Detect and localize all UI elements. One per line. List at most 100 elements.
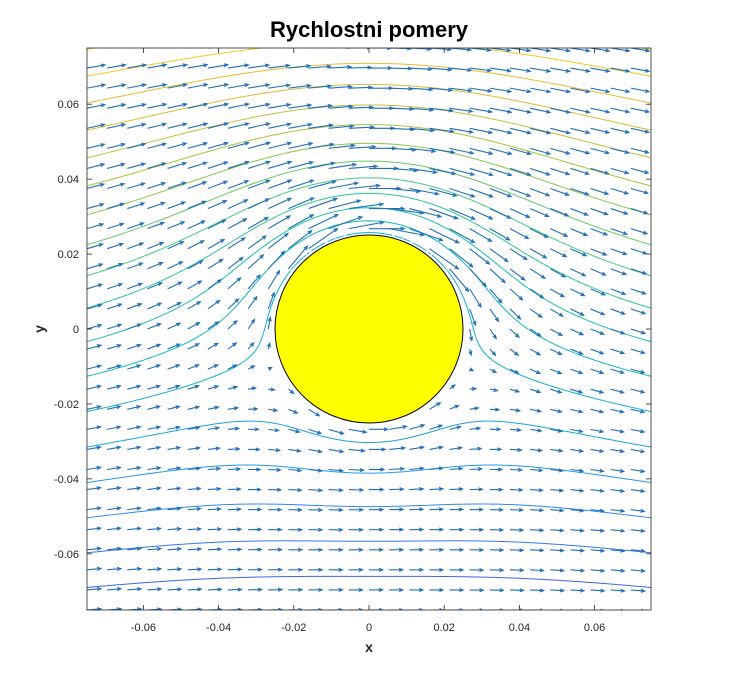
velocity-arrow-214 (308, 468, 324, 473)
velocity-arrow-64 (207, 567, 223, 572)
velocity-arrow-610 (328, 143, 356, 149)
velocity-arrow-711 (610, 87, 631, 94)
velocity-arrow-136 (489, 527, 505, 532)
velocity-arrow-205 (127, 466, 142, 471)
velocity-arrow-349 (529, 368, 542, 375)
velocity-arrow-645 (449, 127, 475, 134)
velocity-arrow-124 (248, 527, 263, 532)
velocity-arrow-386 (469, 328, 474, 342)
velocity-arrow-536 (590, 208, 609, 216)
velocity-arrow-37 (248, 587, 264, 592)
velocity-arrow-427 (489, 288, 503, 304)
velocity-arrow-491 (268, 215, 292, 230)
velocity-arrow-415 (650, 308, 651, 310)
velocity-arrow-234 (127, 445, 142, 450)
velocity-arrow-465 (227, 237, 246, 250)
velocity-vectors (87, 48, 651, 610)
velocity-arrow-708 (550, 87, 572, 94)
velocity-arrow-655 (650, 128, 651, 129)
velocity-arrow-447 (449, 268, 470, 293)
velocity-arrow-404 (247, 295, 258, 310)
velocity-arrow-726 (328, 64, 353, 70)
velocity-arrow-702 (429, 87, 454, 93)
velocity-arrow-324 (288, 388, 295, 395)
velocity-arrow-740 (610, 67, 631, 73)
velocity-arrow-383 (227, 319, 238, 330)
velocity-arrow-259 (630, 448, 646, 454)
velocity-arrow-647 (489, 127, 513, 135)
velocity-arrow-266 (187, 425, 201, 430)
velocity-arrow-529 (449, 208, 477, 220)
velocity-arrow-210 (227, 467, 242, 472)
velocity-arrow-98 (308, 547, 324, 552)
velocity-arrow-231 (650, 469, 651, 471)
velocity-arrow-433 (610, 288, 627, 295)
velocity-arrow-501 (469, 228, 493, 243)
velocity-arrow-351 (570, 368, 584, 375)
velocity-arrow-236 (167, 445, 182, 451)
velocity-arrow-95 (248, 547, 263, 552)
velocity-arrow-596 (630, 167, 650, 175)
velocity-arrow-566 (610, 187, 630, 195)
velocity-arrow-51 (530, 588, 546, 593)
y-tick-label: -0.02 (54, 399, 79, 411)
velocity-arrow-369 (529, 348, 542, 356)
velocity-arrow-176 (127, 486, 142, 491)
velocity-arrow-32 (147, 587, 163, 592)
velocity-arrow-261 (87, 425, 102, 430)
velocity-arrow-87 (87, 546, 103, 551)
velocity-arrow-310 (590, 408, 605, 414)
velocity-arrow-483 (106, 222, 125, 230)
velocity-arrow-747 (167, 48, 172, 49)
velocity-arrow-401 (187, 301, 202, 310)
velocity-arrow-557 (429, 187, 458, 197)
velocity-arrow-455 (610, 268, 628, 276)
velocity-arrow-161 (409, 507, 425, 512)
velocity-arrow-329 (529, 388, 542, 394)
velocity-arrow-337 (106, 364, 122, 370)
velocity-arrow-715 (107, 63, 127, 69)
velocity-arrow-579 (288, 160, 315, 169)
velocity-arrow-240 (248, 447, 261, 452)
velocity-arrow-608 (288, 142, 314, 149)
velocity-arrow-372 (590, 348, 605, 355)
streamline-6 (87, 503, 651, 519)
velocity-arrow-494 (328, 216, 364, 230)
velocity-arrow-552 (328, 181, 360, 190)
velocity-arrow-282 (509, 427, 523, 433)
velocity-arrow-527 (409, 208, 443, 218)
velocity-arrow-413 (610, 308, 627, 315)
velocity-arrow-201 (630, 488, 646, 493)
velocity-arrow-457 (650, 268, 651, 270)
velocity-arrow-115 (650, 549, 651, 551)
velocity-arrow-696 (308, 84, 333, 89)
velocity-arrow-145 (87, 506, 103, 511)
velocity-arrow-716 (127, 63, 148, 69)
velocity-arrow-533 (529, 208, 550, 218)
y-axis-label: y (31, 325, 47, 333)
velocity-arrow-741 (630, 67, 651, 73)
velocity-arrow-78 (489, 568, 505, 573)
velocity-arrow-654 (630, 127, 651, 134)
velocity-arrow-567 (630, 187, 650, 195)
velocity-arrow-79 (509, 568, 525, 573)
velocity-arrow-617 (469, 147, 494, 156)
velocity-arrow-34 (187, 587, 203, 592)
velocity-arrow-188 (369, 487, 385, 492)
velocity-arrow-187 (348, 487, 365, 492)
velocity-arrow-203 (87, 465, 102, 471)
streamline-16 (87, 124, 651, 187)
velocity-arrow-431 (570, 288, 586, 297)
velocity-arrow-432 (590, 288, 607, 296)
velocity-arrow-651 (570, 127, 591, 135)
velocity-arrow-366 (468, 348, 473, 357)
velocity-arrow-646 (469, 127, 494, 135)
velocity-arrow-286 (590, 428, 605, 434)
velocity-arrow-595 (610, 167, 630, 175)
velocity-arrow-385 (267, 316, 272, 330)
velocity-arrow-353 (610, 368, 626, 374)
velocity-arrow-322 (248, 386, 258, 391)
velocity-arrow-724 (288, 64, 312, 69)
velocity-arrow-29 (87, 586, 103, 592)
velocity-arrow-467 (267, 232, 290, 250)
